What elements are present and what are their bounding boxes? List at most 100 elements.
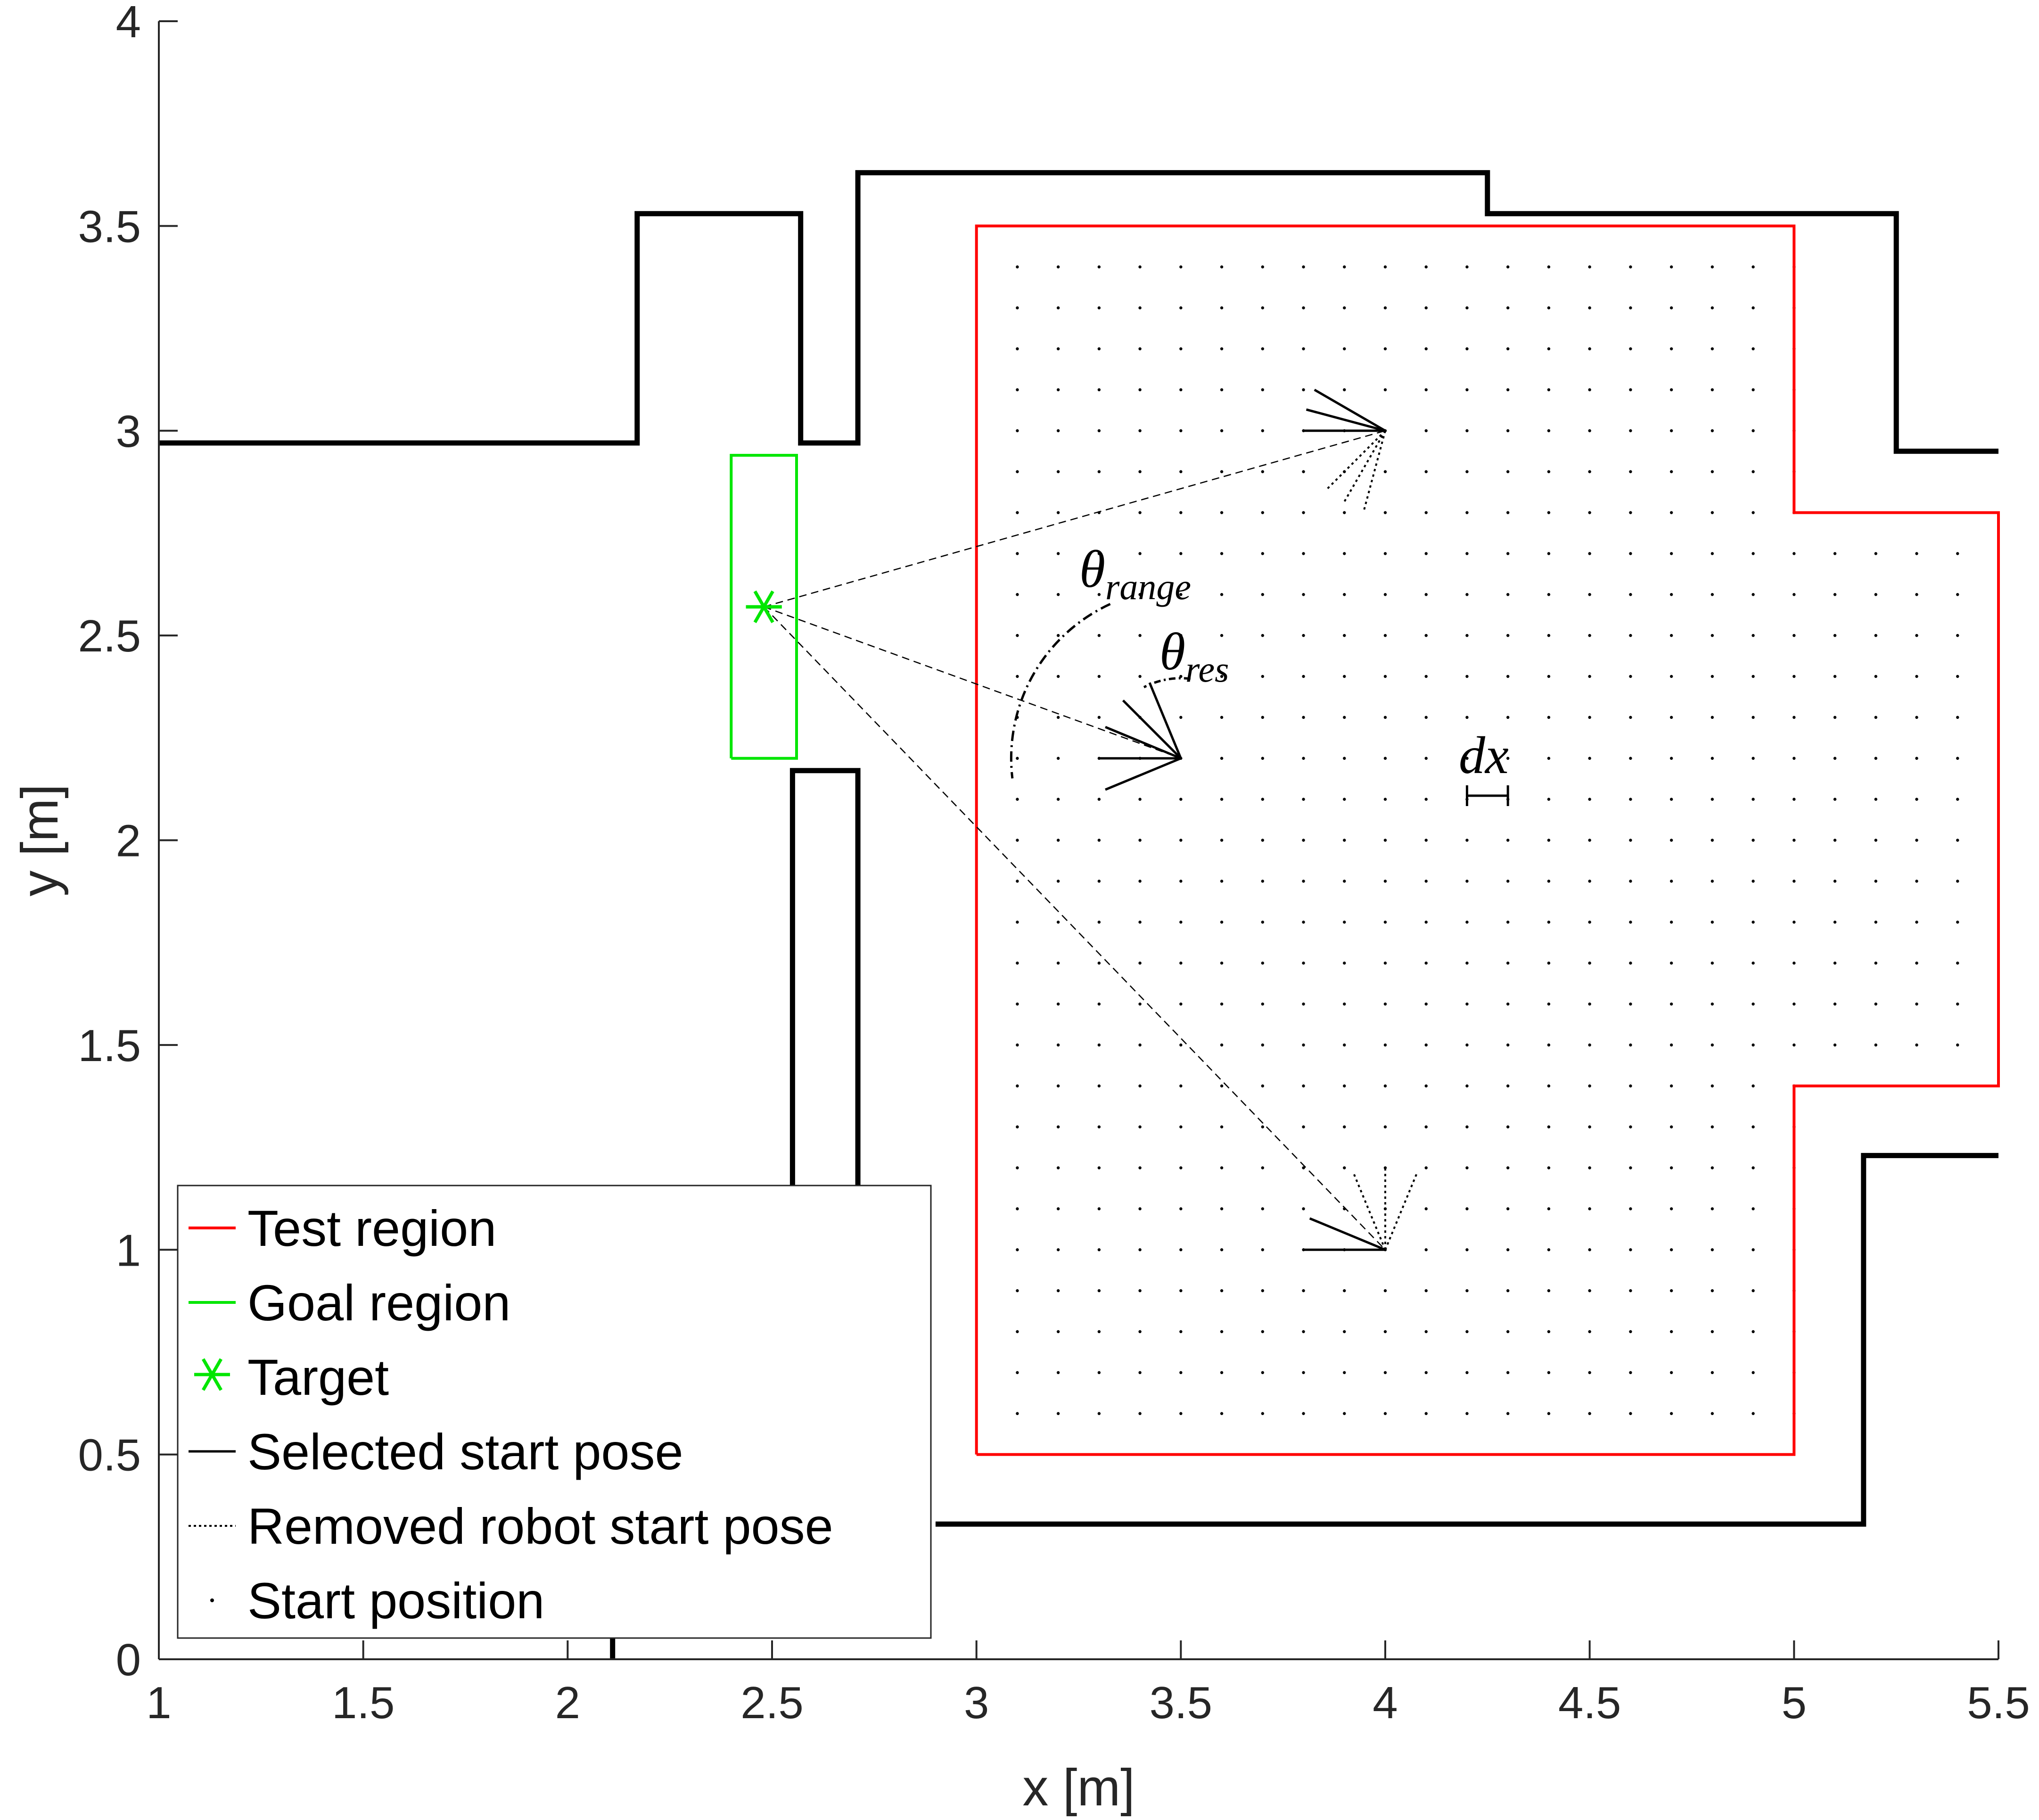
start-position-dot	[1506, 716, 1510, 719]
start-position-dot	[1874, 552, 1877, 555]
start-position-dot	[1547, 921, 1551, 924]
start-position-dot	[1056, 1125, 1060, 1128]
start-position-dot	[1179, 429, 1183, 432]
start-position-dot	[1669, 388, 1673, 392]
start-position-dot	[1547, 511, 1551, 514]
start-position-dot	[1874, 593, 1877, 596]
start-position-dot	[1097, 798, 1101, 801]
start-position-dot	[1056, 470, 1060, 473]
start-position-dot	[1629, 880, 1632, 883]
start-position-dot	[1383, 1330, 1387, 1334]
start-position-dot	[1302, 1289, 1305, 1293]
start-position-dot	[1302, 1330, 1305, 1334]
theta-range-arc	[1010, 603, 1111, 779]
start-position-dot	[1669, 429, 1673, 432]
start-position-dot	[1424, 1125, 1428, 1128]
start-position-dot	[1710, 880, 1714, 883]
test-region-layer	[975, 224, 2000, 1456]
start-position-dot	[1302, 388, 1305, 392]
start-position-dot	[1465, 1002, 1469, 1006]
start-position-dot	[1220, 1084, 1224, 1087]
target-layer	[746, 590, 782, 623]
start-position-dot	[1629, 1125, 1632, 1128]
start-position-dot	[1465, 1289, 1469, 1293]
start-position-dot	[1547, 1248, 1551, 1252]
removed-pose-line	[1326, 430, 1386, 490]
start-position-dot	[1833, 1002, 1837, 1006]
start-position-dot	[1097, 429, 1101, 432]
start-position-dot	[1261, 306, 1264, 310]
start-position-dot	[1179, 921, 1183, 924]
start-position-dot	[1302, 798, 1305, 801]
start-position-dot	[1465, 306, 1469, 310]
wall-line	[159, 170, 1998, 454]
start-position-dot	[1016, 347, 1019, 351]
start-position-dot	[1179, 716, 1183, 719]
start-position-dot	[1874, 839, 1877, 842]
y-axis-title: y [m]	[11, 784, 69, 896]
start-position-dot	[1669, 1248, 1673, 1252]
start-position-dot	[1424, 1330, 1428, 1334]
legend-swatch	[194, 1358, 230, 1391]
start-position-dot	[1588, 470, 1591, 473]
start-position-dot	[1016, 1125, 1019, 1128]
start-position-dot	[1956, 675, 1959, 678]
start-position-dot	[1710, 757, 1714, 760]
start-position-dot	[1138, 1125, 1142, 1128]
start-position-dot	[1588, 839, 1591, 842]
start-position-dot	[1424, 1166, 1428, 1169]
start-position-dot	[1383, 1289, 1387, 1293]
start-position-dot	[1220, 675, 1224, 678]
start-position-dot	[1751, 757, 1755, 760]
x-tick-label: 1	[146, 1678, 171, 1728]
start-position-dot	[1138, 921, 1142, 924]
start-position-dot	[1751, 1412, 1755, 1415]
start-position-dot	[1056, 921, 1060, 924]
start-position-dot	[1056, 1371, 1060, 1375]
start-position-dot	[1629, 593, 1632, 596]
start-position-dot	[1261, 1166, 1264, 1169]
start-position-dot	[1874, 716, 1877, 719]
start-position-dot	[1261, 921, 1264, 924]
start-position-dot	[1016, 552, 1019, 555]
start-position-dot	[1016, 798, 1019, 801]
start-position-dot	[1506, 1166, 1510, 1169]
start-position-dot	[1383, 798, 1387, 801]
start-position-dot	[1588, 1084, 1591, 1087]
start-position-dot	[1138, 1371, 1142, 1375]
start-position-dot	[1424, 1002, 1428, 1006]
start-position-dot	[1016, 921, 1019, 924]
start-position-dot	[1833, 798, 1837, 801]
legend-label: Test region	[247, 1200, 496, 1257]
start-position-dot	[1097, 1330, 1101, 1334]
start-position-dot	[1506, 1084, 1510, 1087]
start-position-dot	[1506, 1289, 1510, 1293]
start-position-dot	[1669, 1002, 1673, 1006]
start-position-dot	[1138, 347, 1142, 351]
start-position-dot	[1506, 757, 1510, 760]
start-position-dot	[1465, 429, 1469, 432]
start-position-dot	[1383, 470, 1387, 473]
start-position-dot	[1915, 675, 1918, 678]
y-tick-label: 0	[116, 1635, 141, 1685]
start-position-dot	[1588, 1371, 1591, 1375]
start-position-dot	[1343, 552, 1346, 555]
start-position-dot	[1629, 1289, 1632, 1293]
start-position-dot	[1097, 593, 1101, 596]
start-position-dot	[1424, 347, 1428, 351]
start-position-dot	[1424, 552, 1428, 555]
start-position-dot	[1097, 634, 1101, 637]
start-position-dot	[1179, 839, 1183, 842]
start-position-dot	[1629, 429, 1632, 432]
start-position-dot	[1138, 1084, 1142, 1087]
start-position-dot	[1261, 1412, 1264, 1415]
start-position-dot	[1179, 1289, 1183, 1293]
start-position-dot	[1179, 961, 1183, 965]
removed-pose-line	[1363, 430, 1386, 511]
start-position-dot	[1383, 961, 1387, 965]
start-position-dot	[1465, 265, 1469, 269]
start-position-dot	[1629, 1207, 1632, 1211]
wall-line	[789, 768, 861, 1188]
start-position-dot	[1016, 593, 1019, 596]
start-position-dot	[1016, 388, 1019, 392]
